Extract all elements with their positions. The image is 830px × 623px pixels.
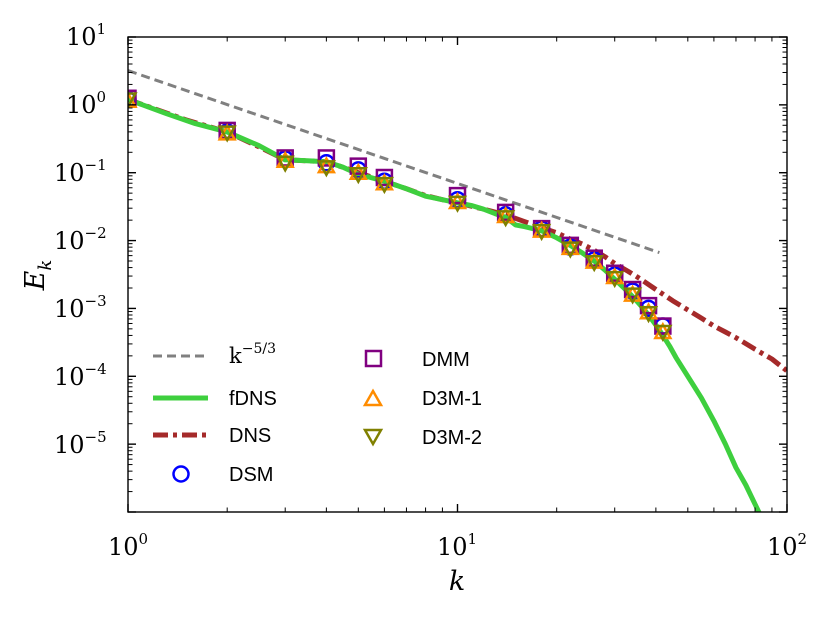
series-line-fdns [128,97,762,512]
x-tick-label: 101 [437,530,477,561]
legend-label-dmm: DMM [422,349,470,371]
legend-marker-dsm [172,465,190,483]
legend-entry-dmm: DMM [364,349,470,371]
axis-ticks [127,36,788,513]
marker-dmm [128,89,137,108]
marker-dmm [349,157,368,175]
marker-d3m-2 [316,160,337,178]
marker-d3m-1 [348,162,368,180]
marker-d3m-1 [316,156,337,174]
legend-entry-d3m2: D3M-2 [362,427,482,449]
series-markers [128,89,673,343]
legend-label-dns: DNS [229,425,271,447]
legend-label-d3m2: D3M-2 [422,427,482,449]
y-tick-labels: 101 100 10−1 10−2 10−3 10−4 10−5 [54,20,107,459]
marker-d3m-2 [622,287,643,305]
marker-d3m-1 [275,150,295,169]
legend-entry-dns: DNS [153,425,271,447]
marker-d3m-2 [275,155,295,173]
legend: k−5/3 fDNS DNS DSM DMM D3M-1 D3M-2 [153,341,482,486]
y-tick-label: 101 [66,20,106,51]
marker-d3m-1 [496,205,516,224]
legend-label-reference: k−5/3 [229,341,276,368]
x-tick-label: 100 [108,530,148,561]
legend-label-d3m1: D3M-1 [422,388,482,410]
marker-d3m-2 [348,166,368,185]
marker-dmm [317,149,336,167]
series-line-k-5-3 [128,69,660,255]
marker-d3m-2 [128,92,138,110]
marker-d3m-2 [447,195,468,213]
legend-entry-d3m1: D3M-1 [362,388,482,410]
x-tick-label: 102 [767,530,807,561]
legend-entry-fdns: fDNS [153,388,277,410]
marker-d3m-2 [605,270,625,289]
legend-label-fdns: fDNS [229,388,277,410]
y-tick-label: 100 [66,88,106,119]
y-tick-label: 10−2 [54,224,107,255]
legend-marker-d3m1 [362,388,384,407]
legend-entry-reference: k−5/3 [153,341,276,368]
x-axis-label: k [449,566,465,597]
legend-marker-dmm [364,349,383,368]
y-tick-label: 10−3 [54,292,107,323]
marker-d3m-2 [531,223,552,242]
legend-marker-d3m2 [362,428,384,447]
marker-d3m-2 [496,210,516,228]
marker-d3m-2 [584,254,604,273]
marker-d3m-2 [217,125,237,143]
marker-dmm [639,296,658,315]
legend-entry-dsm: DSM [172,464,273,486]
y-tick-label: 10−4 [54,360,107,391]
marker-d3m-2 [638,305,659,324]
x-tick-labels: 100 101 102 [108,530,807,561]
y-axis-label: Ek [20,260,56,292]
marker-d3m-2 [653,324,673,343]
y-tick-label: 10−5 [54,428,107,459]
legend-label-dsm: DSM [229,464,273,486]
y-tick-label: 10−1 [54,156,107,187]
marker-d3m-2 [374,176,395,195]
plot-area [127,36,788,513]
marker-d3m-2 [560,241,580,259]
